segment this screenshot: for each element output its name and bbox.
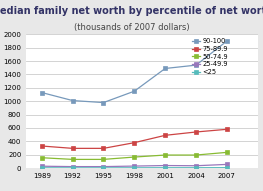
Line: 75-89.9: 75-89.9	[40, 128, 229, 150]
75-89.9	[102, 147, 105, 150]
<25	[164, 167, 167, 169]
90-100	[194, 64, 198, 66]
Legend: 90-100, 75-89.9, 50-74.9, 25-49.9, <25: 90-100, 75-89.9, 50-74.9, 25-49.9, <25	[192, 38, 229, 76]
25-49.9	[133, 165, 136, 167]
25-49.9	[225, 163, 229, 166]
Line: <25: <25	[40, 166, 229, 170]
<25	[102, 167, 105, 169]
75-89.9	[225, 128, 229, 130]
Line: 50-74.9: 50-74.9	[40, 151, 229, 161]
50-74.9	[164, 154, 167, 156]
25-49.9	[164, 164, 167, 167]
25-49.9	[102, 165, 105, 168]
Text: (thousands of 2007 dollars): (thousands of 2007 dollars)	[74, 23, 189, 32]
<25	[133, 167, 136, 169]
90-100	[133, 90, 136, 92]
Line: 90-100: 90-100	[40, 39, 229, 104]
25-49.9	[40, 165, 43, 167]
25-49.9	[194, 165, 198, 167]
25-49.9	[71, 165, 74, 168]
75-89.9	[71, 147, 74, 150]
50-74.9	[194, 154, 198, 156]
50-74.9	[225, 151, 229, 154]
90-100	[225, 40, 229, 42]
50-74.9	[133, 156, 136, 158]
90-100	[71, 99, 74, 102]
75-89.9	[164, 134, 167, 136]
<25	[40, 167, 43, 169]
50-74.9	[71, 158, 74, 160]
Text: median family net worth by percentile of net worth: median family net worth by percentile of…	[0, 6, 263, 16]
50-74.9	[102, 158, 105, 160]
<25	[71, 167, 74, 169]
<25	[225, 167, 229, 169]
Line: 25-49.9: 25-49.9	[40, 163, 229, 168]
75-89.9	[133, 142, 136, 144]
75-89.9	[194, 131, 198, 133]
50-74.9	[40, 157, 43, 159]
<25	[194, 167, 198, 169]
90-100	[40, 91, 43, 94]
90-100	[102, 101, 105, 104]
90-100	[164, 67, 167, 70]
75-89.9	[40, 145, 43, 147]
